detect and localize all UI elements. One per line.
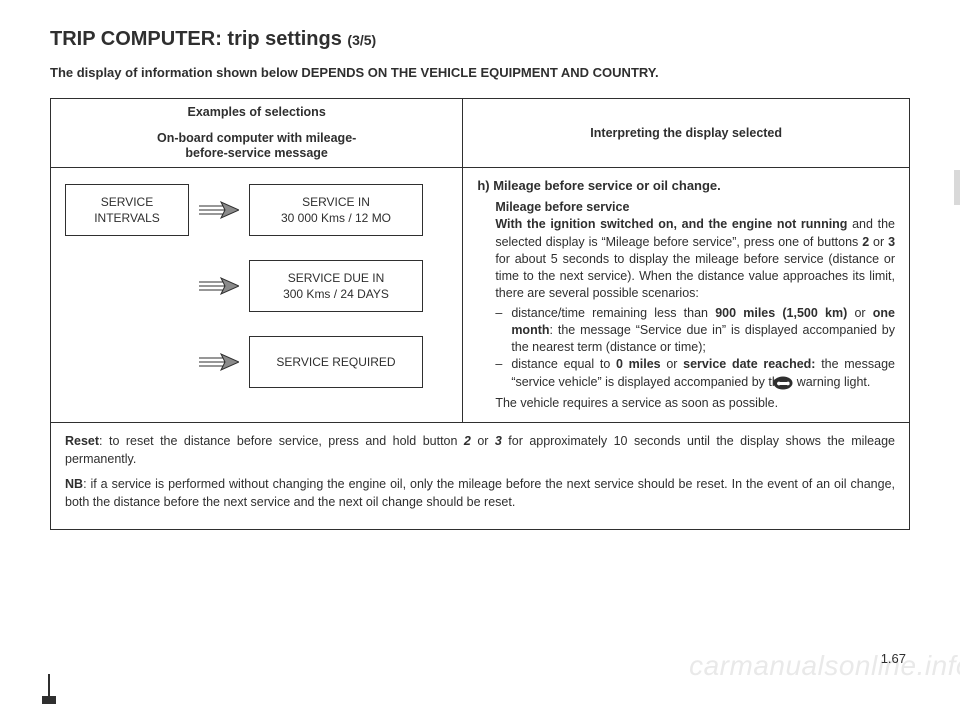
interp-li-2: distance equal to 0 miles or service dat… xyxy=(495,356,895,395)
box-service-required: SERVICE REQUIRED xyxy=(249,336,423,388)
watermark: carmanualsonline.info xyxy=(689,650,960,682)
arrow-icon xyxy=(199,200,239,220)
box-service-in-l1: SERVICE IN xyxy=(302,194,370,210)
interp-tail: The vehicle requires a service as soon a… xyxy=(495,395,895,412)
diagram-cell: SERVICE INTERVALS SERVICE IN 30 000 Kms … xyxy=(51,168,463,423)
box-service-intervals: SERVICE INTERVALS xyxy=(65,184,189,236)
title-main: TRIP COMPUTER: trip settings xyxy=(50,28,347,50)
box-service-in-l2: 30 000 Kms / 12 MO xyxy=(281,210,391,226)
content-table: Examples of selections Interpreting the … xyxy=(50,98,910,530)
header-onboard-text: On-board computer with mileage- before-s… xyxy=(157,131,356,160)
footer-reset-b: : to reset the distance before service, … xyxy=(99,434,464,448)
header-onboard: On-board computer with mileage- before-s… xyxy=(51,125,463,168)
page-title: TRIP COMPUTER: trip settings (3/5) xyxy=(50,28,910,51)
li2-f: warning light. xyxy=(793,375,870,389)
li2-a: distance equal to xyxy=(511,357,616,371)
footer-reset-or: or xyxy=(471,434,495,448)
page-number: 1.67 xyxy=(881,651,906,666)
footer-reset-btn3: 3 xyxy=(495,434,502,448)
box-service-in: SERVICE IN 30 000 Kms / 12 MO xyxy=(249,184,423,236)
side-tab xyxy=(954,170,960,205)
footer-nb-label: NB xyxy=(65,477,83,491)
diagram-row-1: SERVICE INTERVALS SERVICE IN 30 000 Kms … xyxy=(65,184,423,236)
header-examples: Examples of selections xyxy=(51,99,463,126)
interp-body: With the ignition switched on, and the e… xyxy=(495,216,895,302)
interp-body-strong: With the ignition switched on, and the e… xyxy=(495,217,847,231)
box-service-due-in-l2: 300 Kms / 24 DAYS xyxy=(283,286,389,302)
li1-c: or xyxy=(847,306,873,320)
interp-list: distance/time remaining less than 900 mi… xyxy=(495,305,895,395)
footer-nb-text: : if a service is performed without chan… xyxy=(65,477,895,509)
li1-e: : the message “Service due in” is displa… xyxy=(511,323,895,354)
li2-c: or xyxy=(661,357,684,371)
box-service-due-in-l1: SERVICE DUE IN xyxy=(288,270,384,286)
box-service-required-text: SERVICE REQUIRED xyxy=(276,354,395,370)
li2-b: 0 miles xyxy=(616,357,661,371)
subtitle: The display of information shown below D… xyxy=(50,65,910,80)
footer-nb: NB: if a service is performed without ch… xyxy=(65,476,895,511)
li1-b: 900 miles (1,500 km) xyxy=(715,306,847,320)
li2-d: service date reached: xyxy=(683,357,815,371)
footer-reset-btn2: 2 xyxy=(464,434,471,448)
header-interpreting: Interpreting the display selected xyxy=(463,99,910,168)
diagram-row-3: SERVICE REQUIRED xyxy=(65,336,423,388)
interp-li-1: distance/time remaining less than 900 mi… xyxy=(495,305,895,357)
spacer xyxy=(65,286,189,287)
footer-reset: Reset: to reset the distance before serv… xyxy=(65,433,895,468)
box-service-due-in: SERVICE DUE IN 300 Kms / 24 DAYS xyxy=(249,260,423,312)
interp-lead: Mileage before service xyxy=(495,199,895,216)
spacer xyxy=(65,362,189,363)
arrow-icon xyxy=(199,352,239,372)
footer-cell: Reset: to reset the distance before serv… xyxy=(51,423,910,530)
box-service-intervals-text: SERVICE INTERVALS xyxy=(94,194,160,226)
interp-heading: h) Mileage before service or oil change. xyxy=(477,178,895,193)
button-3: 3 xyxy=(888,235,895,249)
li1-a: distance/time remaining less than xyxy=(511,306,715,320)
button-2: 2 xyxy=(862,235,869,249)
arrow-icon xyxy=(199,276,239,296)
title-sub: (3/5) xyxy=(347,32,376,48)
diagram-row-2: SERVICE DUE IN 300 Kms / 24 DAYS xyxy=(65,260,423,312)
interpretation-cell: h) Mileage before service or oil change.… xyxy=(463,168,910,423)
crop-mark-icon xyxy=(42,674,56,704)
footer-reset-label: Reset xyxy=(65,434,99,448)
